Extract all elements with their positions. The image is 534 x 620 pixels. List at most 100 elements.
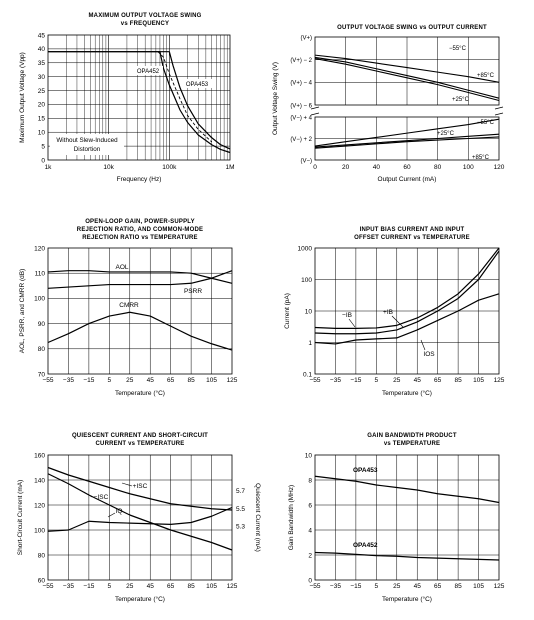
x-tick-label: 105	[473, 377, 484, 384]
series-ios	[314, 293, 500, 345]
series-bottom-85-c	[314, 136, 500, 149]
x-tick-label: 10k	[103, 164, 114, 171]
chart-bias-current: INPUT BIAS CURRENT AND INPUT OFFSET CURRE…	[267, 206, 534, 412]
y-tick-label: 60	[38, 577, 46, 584]
x-tick-label: −55	[42, 583, 53, 590]
y-tick-label: 140	[34, 477, 45, 484]
x-tick-label: 5	[375, 377, 379, 384]
y-axis-label: AOL, PSRR, and CMRR (dB)	[19, 269, 26, 354]
y-tick-label: 100	[34, 527, 45, 534]
y-tick-label: 25	[38, 88, 46, 95]
chart-gain-bandwidth: GAIN BANDWIDTH PRODUCT vs TEMPERATURE −55…	[267, 412, 534, 620]
annotation-leader	[348, 318, 356, 328]
y-tick-label: 0	[308, 577, 312, 584]
annotation-leader	[83, 491, 93, 498]
x-axis-label: Output Current (mA)	[378, 176, 437, 183]
x-tick-label: 105	[206, 583, 217, 590]
x-tick-label: 120	[494, 164, 505, 171]
axis-break-mark	[494, 106, 504, 110]
annotation-plus-isc: +ISC	[133, 483, 148, 490]
series-opa452	[48, 51, 231, 154]
x-tick-label: 45	[414, 377, 422, 384]
chart-svg: 0 5 10 15 20 25 30 35 40 45 1k 10k 100k 1M Frequency (…	[19, 32, 235, 183]
y-tick-label: 5	[41, 143, 45, 150]
x-axis-label: Temperature (°C)	[382, 389, 432, 397]
annotation-bg	[50, 134, 124, 155]
x-axis-label: Temperature (°C)	[115, 595, 165, 603]
annotation-psrr: PSRR	[184, 288, 202, 295]
y-tick-label: 160	[34, 452, 45, 459]
annotation-bottom-minus55: −55°C	[477, 120, 495, 126]
series-opa453	[48, 51, 231, 150]
x-tick-label: −55	[309, 377, 320, 384]
annotation-leader	[107, 512, 116, 518]
y-tick-label: 90	[38, 321, 46, 328]
plot-frame	[314, 247, 500, 375]
y-tick-label: 80	[38, 346, 46, 353]
plot-frame	[314, 36, 500, 106]
x-tick-label: 40	[373, 164, 381, 171]
x-axis-label: Temperature (°C)	[382, 595, 432, 603]
x-tick-label: 1k	[45, 164, 53, 171]
annotation-opa453: OPA453	[353, 467, 378, 474]
x-tick-label: 125	[494, 377, 505, 384]
y-tick-label: 30	[38, 74, 46, 81]
chart-svg: −55 −35 −15 5 25 45 65 85 105 125 0.1 1 10 100 1000 Tem…	[284, 245, 505, 397]
x-tick-label: 85	[187, 377, 195, 384]
series-top-55-c	[314, 54, 500, 83]
annotation-bg	[133, 66, 163, 75]
x-tick-label: 125	[227, 377, 238, 384]
axis-break-mark	[310, 106, 320, 110]
annotation-slew: Without Slew-Induced	[56, 137, 118, 144]
x-tick-label: −55	[309, 583, 320, 590]
x-tick-label: 0	[313, 164, 317, 171]
annotation-aol: AOL	[115, 264, 128, 271]
series-isc	[47, 466, 233, 511]
y-tick-label: 8	[308, 477, 312, 484]
chart-title: OUTPUT VOLTAGE SWING vs OUTPUT CURRENT	[337, 25, 487, 31]
series-top-85-c	[314, 56, 500, 99]
annotation-minus-isc: −ISC	[94, 494, 109, 501]
annotation-bottom-plus25: +25°C	[437, 131, 455, 137]
annotation-distortion: Distortion	[74, 146, 101, 153]
annotation-ios: IOS	[423, 351, 435, 358]
y-tick-label: 1000	[298, 245, 313, 252]
annotation-leader	[391, 315, 404, 328]
y-axis-label: Current (pA)	[284, 293, 291, 329]
x-tick-label: 25	[393, 377, 401, 384]
y-tick-label: 110	[35, 271, 46, 278]
series-iq	[47, 506, 233, 532]
y-tick-label: 4	[308, 527, 312, 534]
plot-frame	[47, 34, 231, 161]
annotation-opa453: OPA453	[186, 82, 209, 88]
y-right-tick-label: 5.7	[236, 488, 245, 495]
x-tick-label: −55	[42, 377, 53, 384]
x-tick-label: 85	[187, 583, 195, 590]
y-tick-label: 120	[34, 502, 45, 509]
y-tick-label: (V+)	[300, 35, 312, 41]
y-tick-label: 40	[38, 46, 46, 53]
x-tick-label: 60	[403, 164, 411, 171]
x-tick-label: 20	[342, 164, 350, 171]
x-tick-label: 45	[147, 377, 155, 384]
series-bottom-55-c	[314, 118, 500, 147]
plot-frame	[314, 116, 500, 161]
x-tick-label: −15	[350, 583, 361, 590]
x-tick-label: 125	[227, 583, 238, 590]
annotation-opa452: OPA452	[353, 542, 378, 549]
annotation-leader	[121, 482, 133, 487]
series-without-slew-induced-distortion	[157, 51, 213, 143]
chart-title: OPEN-LOOP GAIN, POWER-SUPPLY REJECTION RA…	[76, 219, 204, 241]
y-axis-label: Maximum Output Voltage (Vpp)	[19, 52, 26, 143]
chart-quiescent-short-circuit: QUIESCENT CURRENT AND SHORT-CIRCUIT CURRE…	[0, 412, 267, 620]
x-tick-label: −15	[350, 377, 361, 384]
y-tick-label: 0.1	[303, 371, 312, 378]
y-tick-label: 35	[38, 60, 46, 67]
x-tick-label: −35	[63, 377, 74, 384]
x-tick-label: −35	[63, 583, 74, 590]
y-tick-label: 100	[301, 277, 312, 284]
y-tick-label: 10	[305, 452, 313, 459]
chart-title: MAXIMUM OUTPUT VOLTAGE SWING vs FREQUENCY	[88, 13, 202, 27]
x-tick-label: 65	[434, 377, 442, 384]
chart-title: QUIESCENT CURRENT AND SHORT-CIRCUIT CURRE…	[71, 433, 209, 447]
